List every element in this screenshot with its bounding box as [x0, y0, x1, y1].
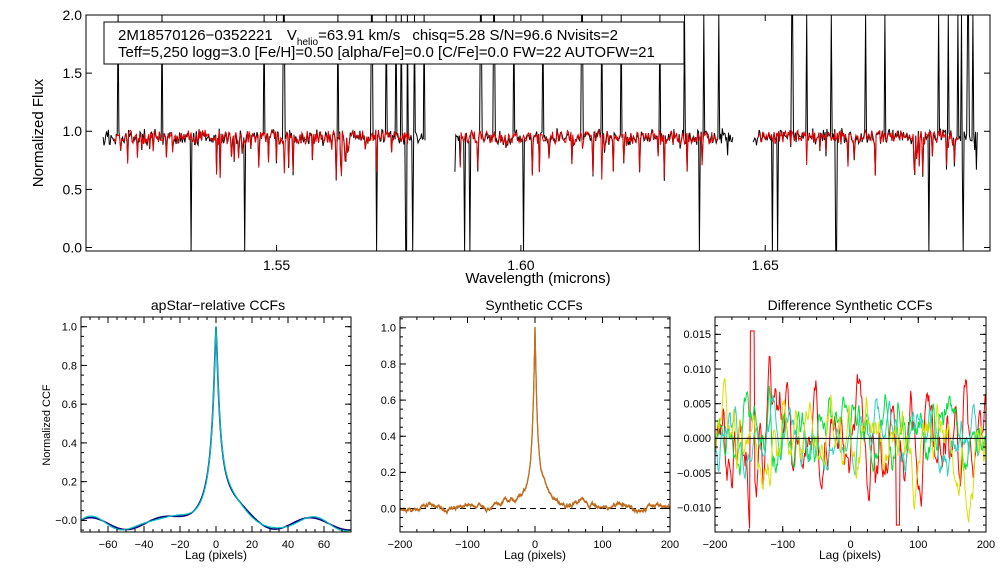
difference-ccf-yellow-line	[714, 378, 987, 523]
synthetic-ccf-lines	[399, 326, 671, 515]
x-tick-label: −200	[388, 539, 413, 551]
y-tick-label: 0.6	[62, 399, 77, 411]
synthetic-ccf-xlabel: Lag (pixels)	[504, 548, 566, 562]
y-tick-label: 0.010	[683, 364, 711, 376]
star-id: 2M18570126−0352221	[118, 27, 273, 44]
difference-ccf-title: Difference Synthetic CCFs	[768, 297, 933, 313]
x-tick-label: 200	[661, 539, 679, 551]
synthetic-spectrum-line	[757, 128, 959, 176]
y-tick-label: 0.015	[683, 329, 711, 341]
difference-ccf-ticks: −200 −100 0 100 200 −0.010 −0.005 0.000 0.005 0.0…	[677, 316, 995, 551]
x-tick-label: 0	[847, 539, 853, 551]
x-tick-label: 1.60	[507, 257, 534, 273]
y-tick-label: −0.010	[677, 503, 711, 515]
svg-text:2M18570126−0352221 Vhe: 2M18570126−0352221 Vhelio=63.91 km/s chi…	[118, 27, 618, 48]
spectrum-annotation-box: 2M18570126−0352221 Vhelio=63.91 km/s chi…	[103, 21, 685, 65]
y-tick-label: 1.0	[62, 322, 77, 334]
x-tick-label: 200	[977, 539, 995, 551]
y-tick-label: 0.8	[62, 360, 77, 372]
synthetic-spectrum-line	[459, 129, 719, 180]
x-tick-label: 1.65	[752, 257, 779, 273]
x-tick-label: 100	[909, 539, 927, 551]
synthetic-ccf-title: Synthetic CCFs	[485, 297, 582, 313]
x-tick-label: 20	[246, 539, 258, 551]
fit-statistics: chisq=5.28 S/N=96.6 Nvisits=2	[412, 27, 618, 44]
difference-ccf-xlabel: Lag (pixels)	[819, 548, 881, 562]
apstar-ccf-xlabel: Lag (pixels)	[185, 548, 247, 562]
x-tick-label: 0	[213, 539, 219, 551]
y-tick-label: 0.5	[63, 181, 83, 197]
x-tick-label: −200	[703, 539, 728, 551]
vhelio-subscript: helio	[297, 37, 319, 48]
stellar-parameters: Teff=5,250 logg=3.0 [Fe/H]=0.50 [alpha/F…	[118, 44, 655, 61]
y-tick-label: 0.005	[683, 399, 711, 411]
x-tick-label: −100	[770, 539, 795, 551]
synthetic-ccf-ticks: −200 −100 0 100 200 0.0 0.2 0.4 0.6 0.8 1.0	[381, 317, 679, 551]
y-tick-label: 1.5	[63, 65, 83, 81]
vhelio-label: V	[287, 27, 297, 44]
difference-ccf-lines	[714, 330, 987, 529]
spectrum-ticks: 1.55 1.60 1.65 0.0 0.5 1.0 1.5 2.0	[63, 7, 990, 273]
y-tick-label: 0.0	[381, 503, 396, 515]
x-tick-label: 100	[593, 539, 611, 551]
y-tick-label: 0.6	[381, 395, 396, 407]
y-tick-label: 0.2	[62, 476, 77, 488]
apstar-ccf-title: apStar−relative CCFs	[151, 297, 285, 313]
synthetic-ccf-visit-2-line	[399, 326, 671, 514]
x-tick-label: 60	[318, 539, 330, 551]
difference-ccf-red-line	[714, 330, 987, 529]
synthetic-spectrum-line	[113, 129, 411, 180]
y-tick-label: 0.0	[63, 239, 83, 255]
x-tick-label: −100	[455, 539, 480, 551]
y-tick-label: 0.8	[381, 359, 396, 371]
x-tick-label: −60	[99, 539, 118, 551]
synthetic-ccf-panel: Synthetic CCFs −200 −100 0 100 200 0.0 0.2 0.4 0…	[381, 297, 679, 562]
y-tick-label: 0.4	[62, 438, 77, 450]
x-tick-label: −20	[171, 539, 190, 551]
y-tick-label: −0.005	[677, 468, 711, 480]
x-tick-label: 40	[282, 539, 294, 551]
y-tick-label: 2.0	[63, 7, 83, 23]
spectrum-frame	[85, 14, 991, 252]
difference-ccf-panel: Difference Synthetic CCFs −200 −100 0 100 20…	[677, 297, 995, 562]
y-tick-label: 1.0	[381, 323, 396, 335]
y-tick-label: 0.4	[381, 431, 396, 443]
spectrum-xlabel: Wavelength (microns)	[465, 270, 610, 287]
difference-ccf-cyan-line	[714, 394, 987, 480]
x-tick-label: 1.55	[263, 257, 290, 273]
x-tick-label: −40	[135, 539, 154, 551]
y-tick-label: −0.0	[55, 515, 77, 527]
vhelio-value: =63.91 km/s	[318, 27, 400, 44]
x-tick-label: 0	[532, 539, 538, 551]
spectrum-panel: 1.55 1.60 1.65 0.0 0.5 1.0 1.5 2.0 Wavelength (…	[30, 7, 991, 287]
apstar-ccf-ticks: −60 −40 −20 0 20 40 60 −0.0 0.2 0.4 0.6 0.8 1.0	[55, 317, 352, 551]
y-tick-label: 1.0	[63, 123, 83, 139]
apstar-ccf-panel: apStar−relative CCFs −60 −40 −20 0 20 40 60 −0.…	[41, 297, 352, 562]
y-tick-label: 0.000	[683, 433, 711, 445]
apstar-ccf-ylabel: Normalized CCF	[41, 384, 53, 466]
spectrum-ylabel: Normalized Flux	[30, 78, 47, 187]
y-tick-label: 0.2	[381, 467, 396, 479]
